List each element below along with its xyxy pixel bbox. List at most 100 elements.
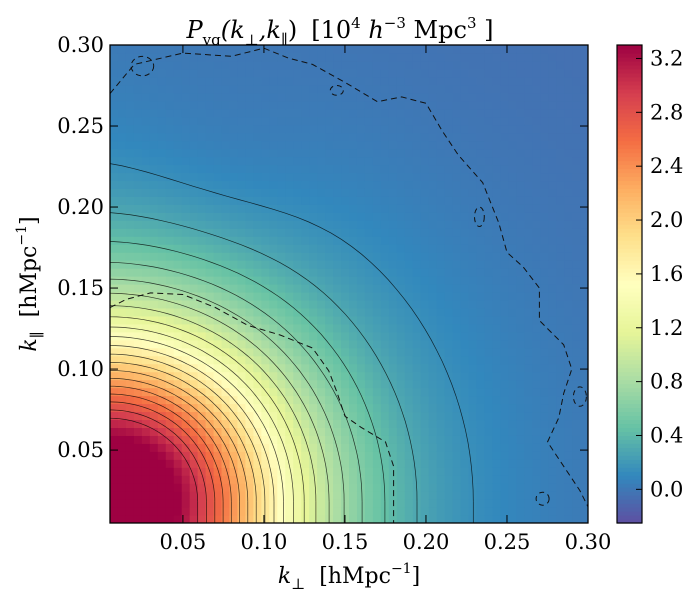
heatmap-cell (532, 188, 541, 197)
heatmap-cell (412, 204, 422, 213)
heatmap-cell (197, 307, 207, 317)
heatmap-cell (524, 427, 533, 436)
heatmap-cell (468, 100, 478, 110)
heatmap-cell (181, 228, 191, 237)
heatmap-cell (349, 387, 358, 397)
heatmap-cell (468, 52, 478, 62)
heatmap-cell (110, 395, 119, 405)
heatmap-cell (221, 395, 231, 405)
heatmap-cell (181, 172, 191, 182)
heatmap-cell (189, 475, 199, 484)
contour-line (110, 377, 240, 502)
heatmap-cell (492, 467, 501, 476)
heatmap-cell (420, 84, 430, 94)
heatmap-cell (301, 315, 310, 325)
heatmap-cell (253, 331, 262, 341)
heatmap-cell (420, 443, 430, 452)
heatmap-cell (237, 507, 247, 516)
heatmap-cell (197, 299, 207, 309)
heatmap-cell (205, 483, 215, 492)
heatmap-cell (508, 419, 517, 428)
heatmap-cell (189, 180, 199, 189)
heatmap-cell (309, 188, 318, 197)
heatmap-cell (436, 260, 446, 269)
heatmap-cell (412, 268, 422, 277)
heatmap-cell (572, 307, 581, 317)
heatmap-cell (229, 467, 239, 476)
heatmap-cell (317, 507, 326, 516)
heatmap-cell (237, 268, 247, 277)
heatmap-cell (141, 307, 151, 317)
heatmap-cell (285, 483, 294, 492)
heatmap-cell (221, 52, 231, 62)
heatmap-cell (484, 427, 493, 436)
heatmap-cell (460, 499, 470, 508)
heatmap-cell (301, 252, 310, 261)
heatmap-cell (197, 204, 207, 213)
heatmap-cell (309, 427, 318, 436)
heatmap-cell (333, 116, 342, 126)
heatmap-cell (436, 140, 446, 150)
heatmap-cell (404, 395, 414, 405)
heatmap-cell (261, 411, 270, 421)
heatmap-cell (165, 387, 175, 397)
colorbar-segment (617, 252, 642, 257)
heatmap-cell (388, 371, 398, 381)
heatmap-cell (564, 515, 573, 523)
heatmap-cell (572, 435, 581, 444)
heatmap-cell (133, 499, 143, 508)
heatmap-cell (189, 228, 199, 237)
heatmap-cell (125, 268, 135, 277)
heatmap-cell (221, 323, 231, 333)
heatmap-cell (277, 355, 286, 365)
heatmap-cell (110, 76, 119, 86)
heatmap-cell (436, 132, 446, 142)
heatmap-cell (237, 220, 247, 229)
heatmap-cell (301, 467, 310, 476)
heatmap-cell (269, 76, 278, 86)
heatmap-cell (572, 45, 581, 54)
heatmap-cell (524, 124, 533, 134)
heatmap-cell (349, 68, 358, 78)
heatmap-cell (261, 140, 270, 150)
heatmap-cell (492, 291, 501, 301)
heatmap-cell (364, 339, 374, 349)
heatmap-cell (508, 252, 517, 261)
heatmap-cell (460, 244, 470, 253)
heatmap-cell (245, 284, 254, 293)
heatmap-cell (380, 140, 390, 150)
heatmap-cell (564, 315, 573, 325)
heatmap-cell (516, 387, 525, 397)
heatmap-cell (293, 148, 302, 158)
heatmap-cell (117, 403, 127, 413)
heatmap-cell (261, 491, 270, 500)
heatmap-cell (372, 379, 382, 389)
heatmap-cell (404, 92, 414, 102)
heatmap-cell (325, 276, 334, 285)
heatmap-cell (149, 459, 159, 468)
heatmap-cell (117, 220, 127, 229)
heatmap-cell (436, 188, 446, 197)
heatmap-cell (564, 363, 573, 373)
heatmap-cell (500, 459, 509, 468)
heatmap-cell (388, 403, 398, 413)
heatmap-cell (524, 156, 533, 166)
heatmap-cell (492, 60, 501, 70)
heatmap-cell (325, 52, 334, 62)
heatmap-cell (181, 403, 191, 413)
heatmap-cell (484, 323, 493, 333)
colorbar-tick-label: 0.8 (650, 370, 683, 394)
heatmap-cell (396, 347, 406, 357)
heatmap-cell (572, 228, 581, 237)
heatmap-cell (261, 363, 270, 373)
heatmap-cell (444, 60, 454, 70)
heatmap-cell (548, 244, 557, 253)
heatmap-cell (404, 419, 414, 428)
heatmap-cell (341, 244, 350, 253)
heatmap-cell (325, 244, 334, 253)
heatmap-cell (157, 459, 167, 468)
heatmap-cell (380, 228, 390, 237)
heatmap-cell (117, 379, 127, 389)
heatmap-cell (484, 284, 493, 293)
colorbar-segment (617, 475, 642, 480)
